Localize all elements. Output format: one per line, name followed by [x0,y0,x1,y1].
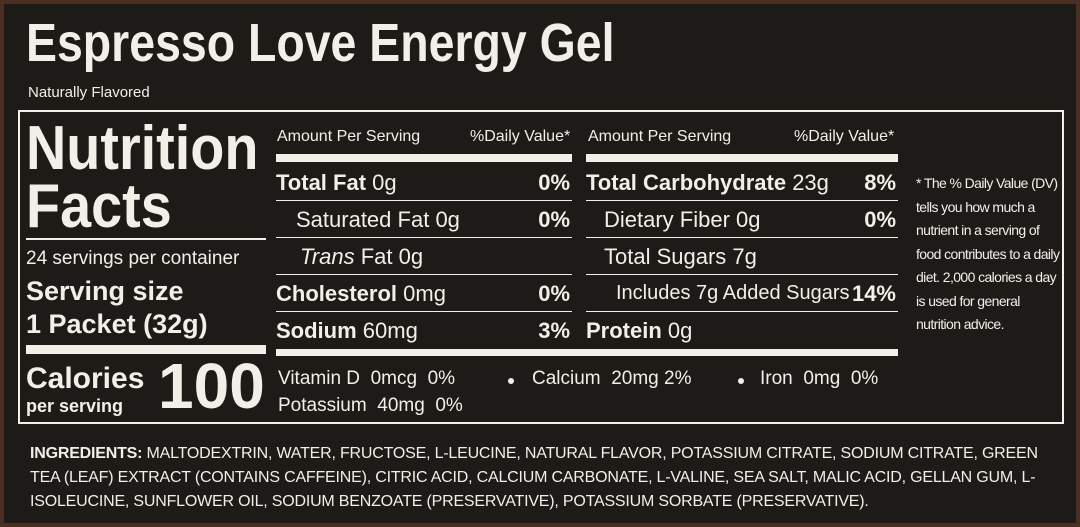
calories-sub: per serving [26,396,124,416]
vitamin: Vitamin D 0mcg 0% [278,368,455,390]
vitamin-dv: 0% [435,395,463,416]
nutrient: Total Fat [276,170,367,195]
serving-size-label: Serving size [26,276,184,306]
facts-box [18,110,1064,424]
vitamin-dv: 0% [427,368,456,389]
nutrient-row: Sodium 60mg 3% [276,312,572,349]
bullet [508,378,514,384]
amount: 23g [792,170,829,195]
rule [276,154,572,162]
rule [586,154,898,162]
dv: 8% [864,170,896,195]
nutrient: Dietary Fiber [604,207,730,232]
rule [26,238,266,240]
nutrient-row: Total Fat 0g 0% [276,164,572,201]
title: Espresso Love Energy Gel [26,13,615,73]
nutrient-row: Cholesterol 0mg 0% [276,275,572,312]
nutrient: Protein [586,318,662,343]
nutrient-row: Protein 0g [586,312,898,349]
amount: 7g [732,244,757,269]
vitamin-name: Calcium [532,368,601,389]
vitamin-dv: 2% [664,368,692,389]
amount: 0g [372,170,397,195]
ingredients-label: INGREDIENTS: [30,445,143,462]
dv: 0% [538,281,570,306]
vitamin-dv: 0% [850,368,879,389]
nutrient-row: Dietary Fiber 0g 0% [586,201,898,238]
vitamin-amount: 20mg [611,368,659,389]
dv: 14% [851,281,896,306]
amount: 0g [667,318,693,343]
calories-label: Calories [26,362,145,395]
bullet [738,378,744,384]
nutrient-row: Total Sugars 7g [586,238,898,275]
dv: 0% [538,170,570,195]
dv: 3% [538,318,570,343]
nutrient-prefix: Trans [300,244,355,269]
rule [276,349,898,356]
amount: 60mg [362,318,418,343]
nutrient-row: Total Carbohydrate 23g 8% [586,164,898,201]
amount: 0g [398,244,424,269]
nutrient-row: Includes 7g Added Sugars 14% [586,275,898,312]
amount: 0mg [403,281,446,306]
vitamin-amount: 0mg [803,368,841,389]
nutrient: Fat [360,244,393,269]
dv-header: %Daily Value* [794,128,895,145]
vitamin: Potassium 40mg 0% [278,395,463,417]
subtitle: Naturally Flavored [28,84,150,101]
vitamin-name: Vitamin D [278,368,361,389]
serving-size: 1 Packet (32g) [26,309,208,339]
calories: 100 [158,350,265,422]
vitamin: Iron 0mg 0% [760,368,878,390]
dv: 0% [538,207,570,232]
nutrient: Total Carbohydrate [586,170,787,195]
dv: 0% [864,207,896,232]
vitamin: Calcium 20mg 2% [532,368,691,390]
amount: 0g [435,207,460,232]
amount-header: Amount Per Serving [588,128,732,145]
nutrient: Sodium [276,318,357,343]
dv-header: %Daily Value* [470,128,571,145]
ingredients: INGREDIENTS: MALTODEXTRIN, WATER, FRUCTO… [30,442,1060,514]
nutrient: Total Sugars [604,244,727,269]
vitamin-amount: 40mg [377,395,425,416]
label: Espresso Love Energy Gel Naturally Flavo… [4,4,1076,523]
nutrient-row: Trans Fat 0g [276,238,572,275]
amount: 0g [736,207,761,232]
nutrient: Saturated Fat [296,207,430,232]
rule [26,345,266,354]
nutrient: Cholesterol [276,281,398,306]
vitamin-name: Iron [760,368,793,389]
servings: 24 servings per container [26,248,240,269]
facts-title: Nutrition [26,114,259,183]
facts-title: Facts [26,172,172,241]
ingredients-text: MALTODEXTRIN, WATER, FRUCTOSE, L-LEUCINE… [30,445,1038,510]
nutrient-row: Saturated Fat 0g 0% [276,201,572,238]
footnote: * The % Daily Value (DV) tells you how m… [916,175,1060,332]
nutrient: Includes 7g Added Sugars [616,282,850,304]
amount-header: Amount Per Serving [277,128,421,145]
vitamin-amount: 0mcg [370,368,418,389]
vitamin-name: Potassium [278,395,367,416]
